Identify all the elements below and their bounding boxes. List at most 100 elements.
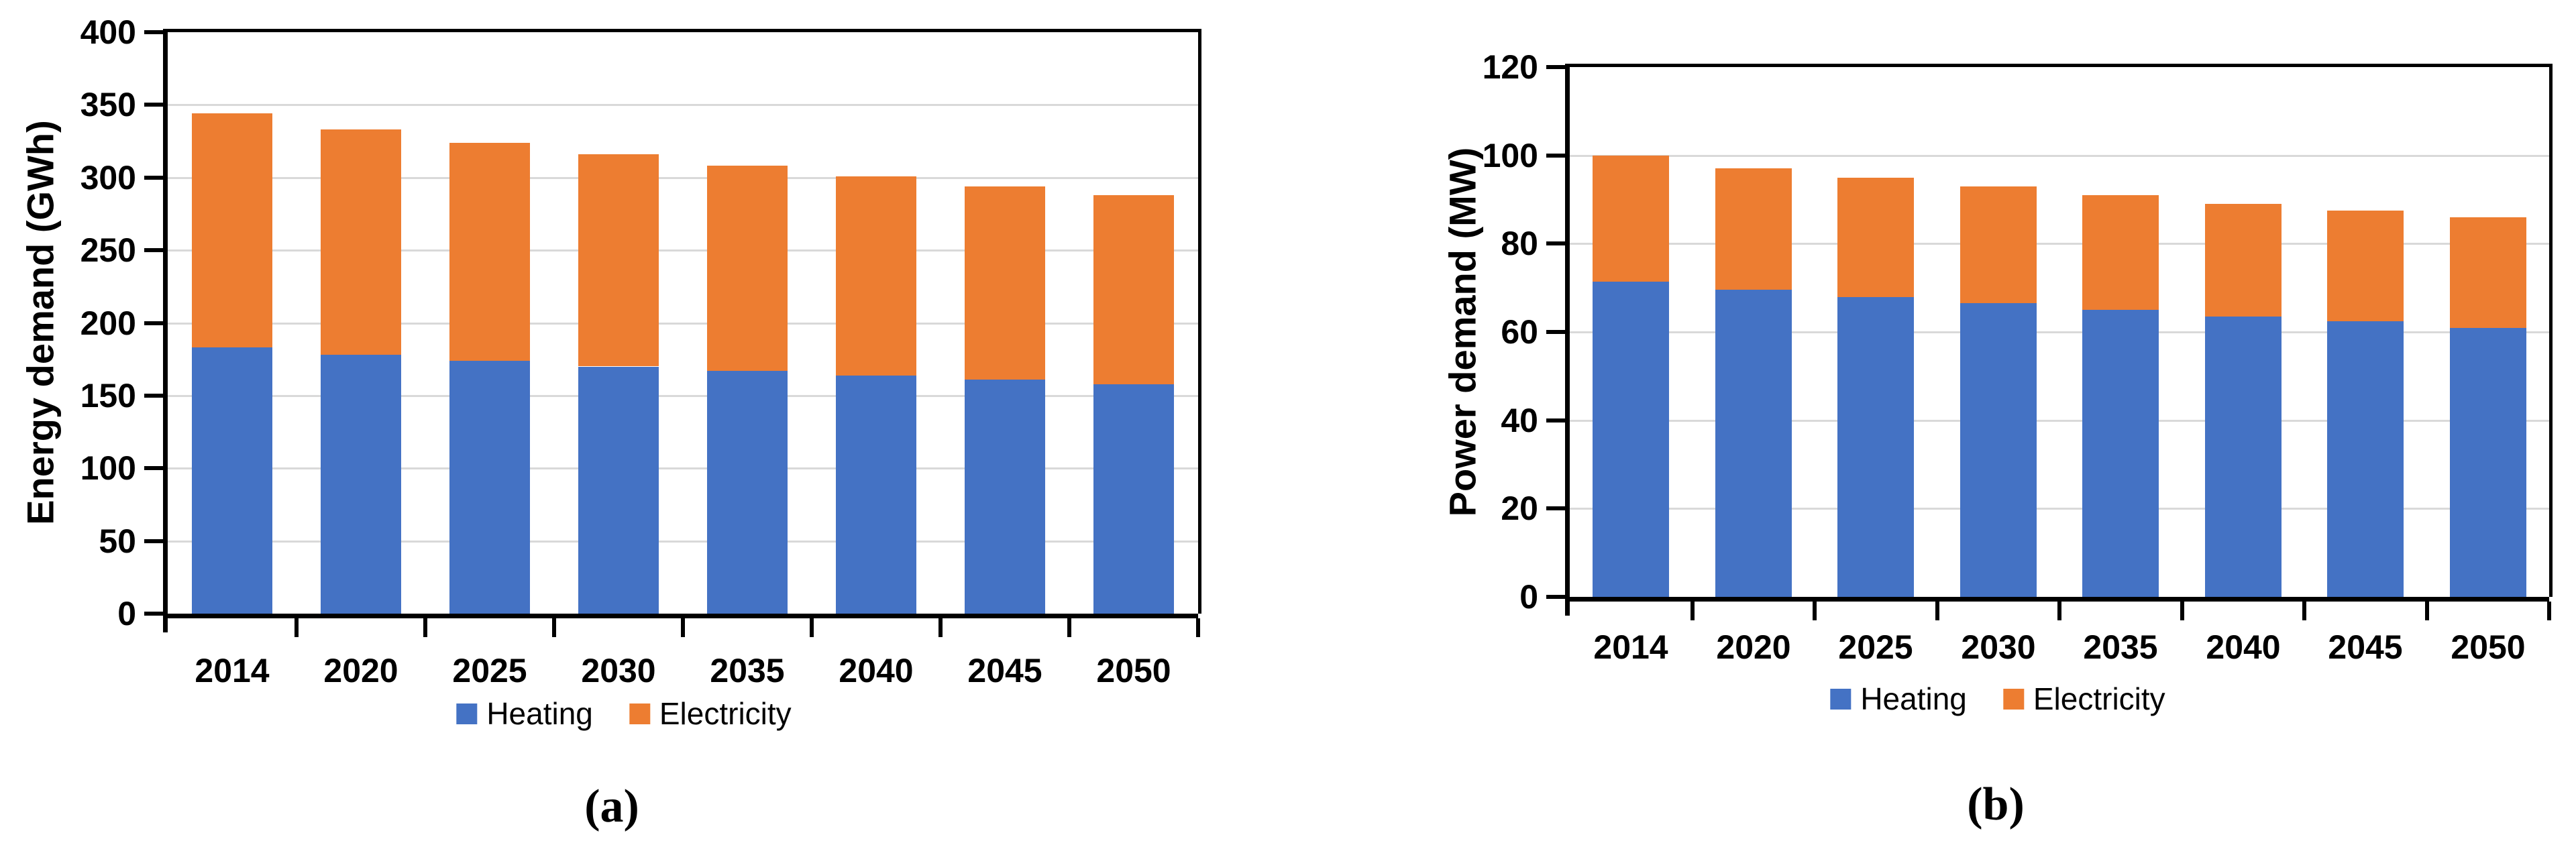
legend-label-electricity: Electricity — [2033, 681, 2165, 716]
x-category-label: 2040 — [2206, 628, 2281, 666]
gridline — [168, 249, 1198, 252]
bar-segment-heating — [836, 376, 916, 614]
bar-segment-heating — [1593, 281, 1669, 597]
y-axis-tick — [1546, 595, 1565, 599]
x-category-label: 2020 — [1716, 628, 1791, 666]
y-axis-tick — [1546, 65, 1565, 69]
x-axis-tick — [810, 618, 814, 637]
electricity-swatch — [2002, 688, 2024, 710]
bar-segment-electricity — [1715, 168, 1792, 290]
bar-segment-electricity — [1093, 195, 1174, 384]
y-tick-label: 300 — [80, 158, 136, 196]
x-category-label: 2045 — [967, 652, 1042, 689]
x-axis-tick — [1690, 602, 1695, 620]
x-axis-tick — [2180, 602, 2184, 620]
y-axis-title-energy-demand: Energy demand (GWh) — [19, 120, 62, 525]
x-axis-tick — [1935, 602, 1939, 620]
bar-segment-electricity — [2205, 204, 2282, 317]
bar-segment-heating — [192, 347, 272, 614]
x-category-label: 2025 — [1838, 628, 1913, 666]
x-axis-tick — [2425, 602, 2429, 620]
bar-segment-electricity — [321, 129, 401, 355]
gridline — [168, 104, 1198, 107]
bar-segment-electricity — [2082, 195, 2159, 310]
legend-item-heating: Heating — [1830, 681, 1967, 717]
y-axis-tick — [144, 466, 163, 471]
gridline — [1570, 508, 2549, 510]
x-axis-tick — [552, 618, 556, 637]
plot-border-right — [2549, 64, 2553, 597]
x-axis-tick — [1813, 602, 1817, 620]
x-category-label: 2014 — [195, 652, 270, 689]
y-axis-tick — [144, 612, 163, 616]
y-axis-line — [163, 29, 168, 632]
y-tick-label: 200 — [80, 304, 136, 342]
x-category-label: 2035 — [710, 652, 785, 689]
x-category-label: 2025 — [452, 652, 527, 689]
y-axis-tick — [1546, 241, 1565, 246]
bar-segment-electricity — [1593, 156, 1669, 282]
x-category-label: 2014 — [1593, 628, 1668, 666]
gridline — [168, 540, 1198, 543]
gridline — [168, 176, 1198, 179]
gridline — [1570, 331, 2549, 333]
y-axis-tick — [144, 175, 163, 180]
x-axis-tick — [938, 618, 943, 637]
panel-caption-a: (a) — [584, 781, 639, 832]
bar-segment-heating — [449, 361, 530, 614]
x-category-label: 2040 — [839, 652, 914, 689]
y-axis-tick — [144, 103, 163, 107]
y-axis-tick — [144, 539, 163, 543]
bar-segment-electricity — [1960, 186, 2037, 303]
heating-swatch — [456, 703, 478, 724]
bar-segment-electricity — [707, 166, 788, 371]
x-axis-tick — [2547, 602, 2551, 620]
y-axis-tick — [144, 393, 163, 398]
x-axis-tick — [1067, 618, 1071, 637]
bar-segment-electricity — [192, 113, 272, 347]
legend-label-heating: Heating — [486, 696, 593, 731]
x-category-label: 2035 — [2083, 628, 2158, 666]
y-tick-label: 40 — [1501, 401, 1538, 439]
gridline — [1570, 154, 2549, 157]
bar-segment-electricity — [449, 143, 530, 361]
y-tick-label: 400 — [80, 13, 136, 51]
bar-segment-heating — [578, 367, 659, 614]
x-axis-tick — [2057, 602, 2061, 620]
y-tick-label: 120 — [1482, 48, 1538, 86]
y-tick-label: 0 — [1519, 578, 1538, 616]
bar-segment-heating — [965, 380, 1045, 614]
legend-label-heating: Heating — [1860, 681, 1967, 716]
bar-segment-heating — [321, 355, 401, 614]
y-axis-tick — [1546, 330, 1565, 334]
bar-segment-heating — [2450, 327, 2526, 597]
gridline — [1570, 243, 2549, 245]
x-category-label: 2030 — [1961, 628, 2036, 666]
x-axis-tick — [681, 618, 685, 637]
legend-a: Heating Electricity — [456, 695, 792, 732]
y-axis-tick — [1546, 506, 1565, 511]
y-axis-tick — [144, 321, 163, 325]
gridline — [168, 322, 1198, 325]
bar-segment-heating — [2327, 321, 2404, 597]
y-axis-line — [1565, 64, 1570, 616]
legend-b: Heating Electricity — [1830, 681, 2165, 717]
legend-item-heating: Heating — [456, 695, 593, 732]
x-axis-tick — [2302, 602, 2306, 620]
bar-segment-electricity — [2450, 217, 2526, 328]
y-axis-tick — [1546, 153, 1565, 158]
bar-segment-electricity — [1837, 178, 1914, 297]
y-tick-label: 250 — [80, 231, 136, 270]
bar-segment-heating — [1715, 290, 1792, 597]
y-tick-label: 60 — [1501, 313, 1538, 351]
bar-segment-electricity — [578, 154, 659, 366]
x-category-label: 2050 — [2451, 628, 2526, 666]
y-axis-tick — [1546, 418, 1565, 422]
legend-item-electricity: Electricity — [629, 695, 792, 732]
x-category-label: 2045 — [2328, 628, 2403, 666]
y-axis-title-power-demand: Power demand (MW) — [1441, 147, 1484, 517]
y-tick-label: 100 — [80, 449, 136, 488]
y-tick-label: 50 — [99, 522, 136, 560]
y-tick-label: 0 — [117, 595, 136, 632]
